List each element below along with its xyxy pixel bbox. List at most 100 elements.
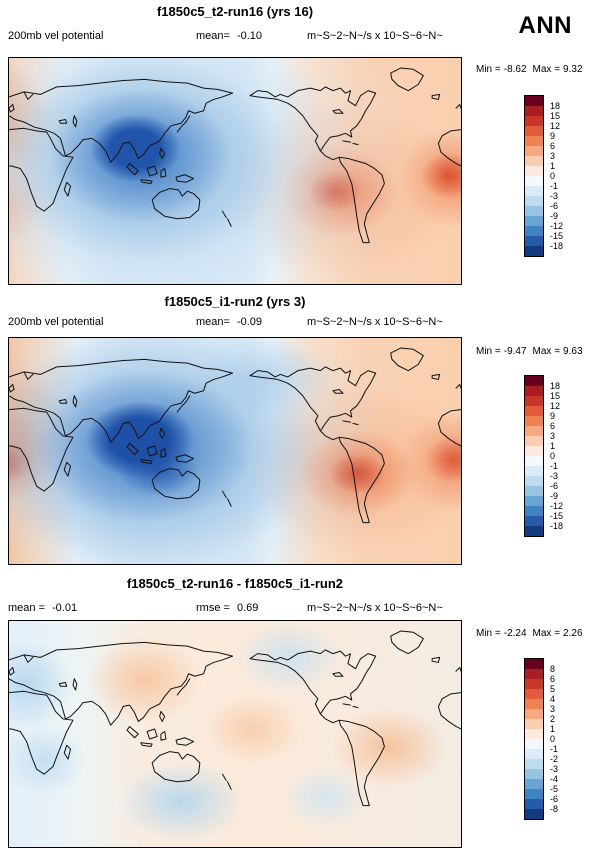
mean-stat: mean= -0.10 bbox=[196, 30, 262, 42]
contour-map-plot bbox=[8, 57, 462, 285]
colorbar-labels: 18 15 12 9 6 3 1 0 -1 -3 -6 -9 -12 -15 -18 bbox=[550, 96, 584, 256]
colorbar bbox=[524, 95, 544, 257]
units-label: m~S~2~N~/s x 10~S~6~N~ bbox=[307, 602, 443, 614]
mean-stat: mean= -0.09 bbox=[196, 316, 262, 328]
colorbar-tick-label: -6 bbox=[550, 794, 559, 804]
colorbar-tick-label: 1 bbox=[550, 441, 556, 451]
colorbar-segment bbox=[525, 126, 543, 136]
colorbar-segment bbox=[525, 166, 543, 176]
colorbar-segment bbox=[525, 769, 543, 779]
colorbar-segment bbox=[525, 226, 543, 236]
colorbar-segment bbox=[525, 506, 543, 516]
rmse-label: rmse = bbox=[196, 602, 230, 614]
colorbar-tick-label: -15 bbox=[550, 231, 564, 241]
colorbar-segment bbox=[525, 146, 543, 156]
variable-label: 200mb vel potential bbox=[8, 316, 104, 328]
colorbar-segment bbox=[525, 739, 543, 749]
rmse-stat: rmse = 0.69 bbox=[196, 602, 258, 614]
mean-label: mean= bbox=[196, 30, 230, 42]
colorbar-tick-label: 8 bbox=[550, 664, 556, 674]
min-value: -9.47 bbox=[503, 346, 527, 357]
colorbar-tick-label: -4 bbox=[550, 774, 559, 784]
minmax-label: Min = -8.62 Max = 9.32 bbox=[476, 64, 583, 75]
mean-label: mean = bbox=[8, 602, 45, 614]
colorbar-tick-label: -15 bbox=[550, 511, 564, 521]
colorbar-tick-label: 18 bbox=[550, 101, 561, 111]
colorbar-tick-label: -9 bbox=[550, 491, 559, 501]
max-label: Max = bbox=[532, 628, 561, 639]
colorbar-tick-label: -12 bbox=[550, 221, 564, 231]
colorbar-segment bbox=[525, 516, 543, 526]
colorbar-segment bbox=[525, 206, 543, 216]
colorbar-segment bbox=[525, 116, 543, 126]
colorbar-segment bbox=[525, 689, 543, 699]
colorbar-segment bbox=[525, 456, 543, 466]
colorbar-tick-label: 0 bbox=[550, 171, 556, 181]
colorbar-tick-label: 18 bbox=[550, 381, 561, 391]
colorbar-tick-label: 1 bbox=[550, 724, 556, 734]
panel-difference: f1850c5_t2-run16 - f1850c5_i1-run2 mean … bbox=[0, 572, 608, 861]
colorbar-segment bbox=[525, 729, 543, 739]
colorbar-labels: 18 15 12 9 6 3 1 0 -1 -3 -6 -9 -12 -15 -18 bbox=[550, 376, 584, 536]
colorbar-wrap: 8 6 5 4 3 2 1 0 -1 -2 -3 -4 -5 -6 -8 bbox=[524, 658, 594, 822]
colorbar-tick-label: -1 bbox=[550, 744, 559, 754]
max-value: 9.32 bbox=[563, 64, 583, 75]
colorbar-tick-label: -1 bbox=[550, 461, 559, 471]
max-value: 9.63 bbox=[563, 346, 583, 357]
colorbar-tick-label: -1 bbox=[550, 181, 559, 191]
colorbar-wrap: 18 15 12 9 6 3 1 0 -1 -3 -6 -9 -12 -15 -18 bbox=[524, 95, 594, 259]
colorbar-segment bbox=[525, 436, 543, 446]
colorbar-segment bbox=[525, 659, 543, 669]
colorbar-tick-label: 9 bbox=[550, 411, 556, 421]
colorbar-tick-label: 3 bbox=[550, 704, 556, 714]
colorbar-tick-label: 6 bbox=[550, 674, 556, 684]
colorbar-segment bbox=[525, 156, 543, 166]
panel-title: f1850c5_i1-run2 (yrs 3) bbox=[164, 294, 306, 309]
units-label: m~S~2~N~/s x 10~S~6~N~ bbox=[307, 316, 443, 328]
colorbar-tick-label: 0 bbox=[550, 734, 556, 744]
colorbar bbox=[524, 658, 544, 820]
minmax-label: Min = -2.24 Max = 2.26 bbox=[476, 628, 583, 639]
colorbar-tick-label: -9 bbox=[550, 211, 559, 221]
max-value: 2.26 bbox=[563, 628, 583, 639]
season-label: ANN bbox=[518, 12, 572, 39]
colorbar-segment bbox=[525, 476, 543, 486]
contour-map-plot bbox=[8, 620, 462, 848]
colorbar-segment bbox=[525, 386, 543, 396]
meta-row: 200mb vel potential mean= -0.10 m~S~2~N~/… bbox=[0, 30, 608, 44]
colorbar-tick-label: -6 bbox=[550, 481, 559, 491]
colorbar-tick-label: 6 bbox=[550, 141, 556, 151]
colorbar-segment bbox=[525, 376, 543, 386]
colorbar-tick-label: 3 bbox=[550, 431, 556, 441]
mean-value: -0.01 bbox=[52, 602, 78, 614]
colorbar-segment bbox=[525, 136, 543, 146]
colorbar-segment bbox=[525, 196, 543, 206]
colorbar-tick-label: -3 bbox=[550, 191, 559, 201]
panel-reference-run: f1850c5_i1-run2 (yrs 3) 200mb vel potent… bbox=[0, 290, 608, 572]
colorbar-segment bbox=[525, 176, 543, 186]
mean-value: -0.09 bbox=[236, 316, 263, 328]
colorbar-tick-label: 5 bbox=[550, 684, 556, 694]
world-coastlines bbox=[9, 347, 461, 524]
colorbar-tick-label: 0 bbox=[550, 451, 556, 461]
colorbar-segment bbox=[525, 426, 543, 436]
colorbar-tick-label: 9 bbox=[550, 131, 556, 141]
colorbar-tick-label: 3 bbox=[550, 151, 556, 161]
colorbar bbox=[524, 375, 544, 537]
min-label: Min = bbox=[476, 346, 501, 357]
colorbar-segment bbox=[525, 246, 543, 256]
mean-value: -0.10 bbox=[236, 30, 263, 42]
colorbar-wrap: 18 15 12 9 6 3 1 0 -1 -3 -6 -9 -12 -15 -18 bbox=[524, 375, 594, 539]
colorbar-segment bbox=[525, 749, 543, 759]
colorbar-segment bbox=[525, 406, 543, 416]
min-label: Min = bbox=[476, 64, 501, 75]
colorbar-segment bbox=[525, 699, 543, 709]
world-coastlines bbox=[9, 630, 461, 807]
colorbar-segment bbox=[525, 216, 543, 226]
colorbar-segment bbox=[525, 466, 543, 476]
colorbar-tick-label: -2 bbox=[550, 754, 559, 764]
colorbar-segment bbox=[525, 759, 543, 769]
colorbar-segment bbox=[525, 526, 543, 536]
colorbar-segment bbox=[525, 719, 543, 729]
